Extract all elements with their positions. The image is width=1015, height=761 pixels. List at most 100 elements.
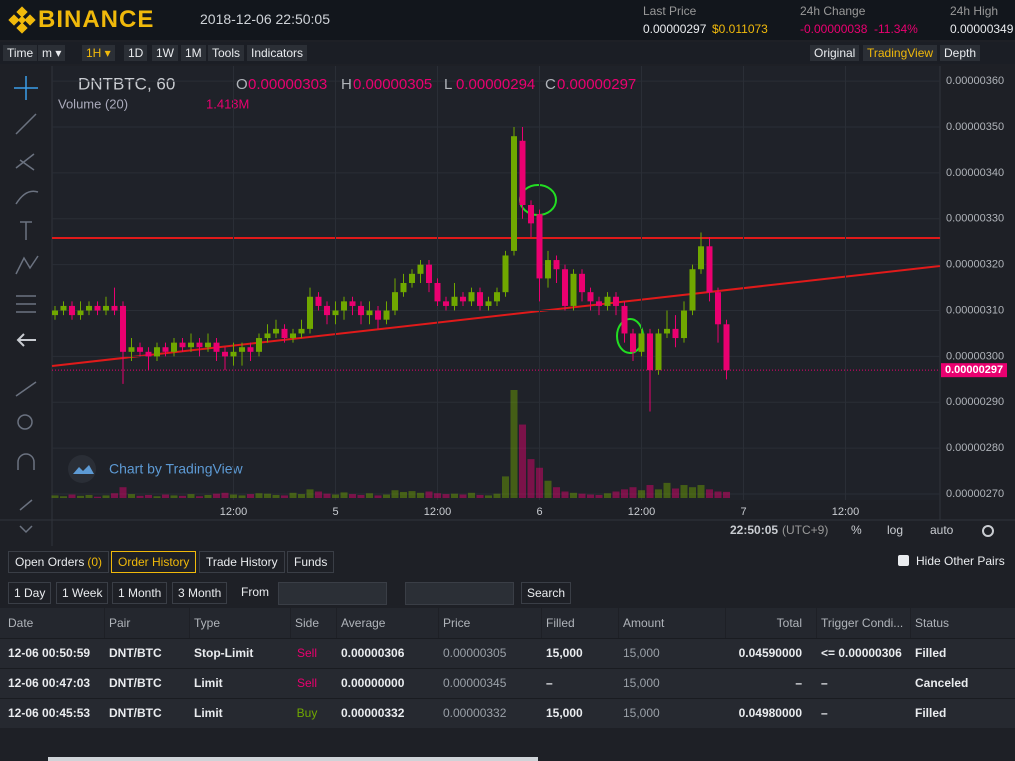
view-button[interactable]: TradingView <box>863 45 938 61</box>
period-button[interactable]: 1 Month <box>112 582 168 604</box>
toolbar: Time m ▾ 1H ▾ 1D 1W 1M Tools Indicators Original… <box>0 42 1015 64</box>
volume-bar <box>442 494 450 498</box>
candle-body <box>188 342 194 348</box>
toolbar-button[interactable]: Time <box>3 45 38 61</box>
candle-body <box>511 136 517 251</box>
tab[interactable]: Open Orders (0) <box>8 551 110 573</box>
watermark-icon <box>68 455 96 483</box>
volume-bar <box>451 493 458 498</box>
volume-bar <box>621 489 628 498</box>
tab[interactable]: Funds <box>287 551 335 573</box>
volume-bar <box>434 493 441 498</box>
column-separator <box>438 608 439 638</box>
logo-icon <box>8 6 36 34</box>
table-cell: 15,000 <box>623 646 660 660</box>
scrollbar[interactable] <box>48 757 538 761</box>
candle-body <box>213 342 220 352</box>
candle-body <box>426 264 432 283</box>
table-cell: 0.00000332 <box>341 706 405 720</box>
table-cell: – <box>821 676 828 690</box>
table-cell: DNT/BTC <box>109 676 162 690</box>
volume-bar <box>536 467 543 498</box>
plot-bg <box>52 66 940 500</box>
drawing-tools[interactable] <box>14 76 39 534</box>
table-cell: Canceled <box>915 676 969 690</box>
candle-body <box>349 301 356 306</box>
volume-bar <box>332 494 339 498</box>
legend-key: C <box>545 76 556 93</box>
column-separator <box>910 608 911 638</box>
checkbox[interactable] <box>898 555 909 566</box>
x-tick-label: 6 <box>536 506 542 518</box>
toolbar-button[interactable]: 1D <box>124 45 148 61</box>
candle-body <box>443 301 449 306</box>
volume-bar <box>94 496 101 498</box>
legend-value: 0.00000297 <box>557 76 636 93</box>
footer-option[interactable]: % <box>851 523 862 537</box>
tab[interactable]: Trade History <box>199 551 285 573</box>
last-price-label: 0.00000297 <box>945 364 1003 376</box>
candle-body <box>179 342 186 348</box>
volume-bar <box>111 493 118 498</box>
tab[interactable]: Order History <box>111 551 197 573</box>
candle-body <box>417 264 424 274</box>
tab-label: Order History <box>118 555 190 569</box>
toolbar-button[interactable]: 1M <box>181 45 206 61</box>
checkbox-label[interactable]: Hide Other Pairs <box>916 554 1005 568</box>
table-cell: 12-06 00:47:03 <box>8 676 91 690</box>
volume-bar <box>570 492 577 498</box>
toolbar-button[interactable]: Tools <box>208 45 245 61</box>
footer-option[interactable]: auto <box>930 523 954 537</box>
view-button[interactable]: Depth <box>940 45 981 61</box>
stat-value: 0.00000297 <box>643 22 707 36</box>
period-button[interactable]: 3 Month <box>172 582 228 604</box>
search-button[interactable]: Search <box>521 582 572 604</box>
volume-bar <box>646 485 654 498</box>
toolbar-button[interactable]: 1H ▾ <box>82 45 115 61</box>
candle-body <box>358 305 364 316</box>
tab-label: Funds <box>294 555 328 569</box>
settings-icon[interactable] <box>982 525 994 537</box>
period-button[interactable]: 1 Day <box>8 582 52 604</box>
volume-bar <box>238 495 246 498</box>
chart: DNTBTC, 60 Volume (20) 1.418M Chart by T… <box>0 64 1015 546</box>
volume-value: 1.418M <box>206 96 249 111</box>
toolbar-button[interactable]: 1W <box>152 45 178 61</box>
watermark[interactable]: Chart by TradingView <box>109 461 243 477</box>
candle-body <box>375 310 381 320</box>
footer-option[interactable]: log <box>887 523 903 537</box>
from-label: From <box>241 585 269 599</box>
candle-body <box>128 347 135 352</box>
date-input[interactable] <box>278 582 387 605</box>
volume-bar <box>680 485 688 498</box>
table-cell: Limit <box>194 706 223 720</box>
view-button[interactable]: Original <box>810 45 860 61</box>
candle-body <box>545 260 551 279</box>
volume-bar <box>629 487 637 498</box>
column-separator <box>541 608 542 638</box>
toolbar-button[interactable]: m ▾ <box>38 45 66 61</box>
legend-value: 0.00000303 <box>248 76 327 93</box>
footer-tz: (UTC+9) <box>782 523 828 537</box>
volume-bar <box>247 494 254 498</box>
table-cell: <= 0.00000306 <box>821 646 902 660</box>
logo[interactable]: BINANCE <box>38 6 155 33</box>
y-tick-label: 0.00000330 <box>946 213 1004 225</box>
toolbar-button[interactable]: Indicators <box>247 45 308 61</box>
legend-key: H <box>341 76 352 93</box>
table-cell: – <box>795 676 802 690</box>
y-tick-label: 0.00000300 <box>946 350 1004 362</box>
table-cell: 15,000 <box>623 676 660 690</box>
period-button[interactable]: 1 Week <box>56 582 109 604</box>
date-input[interactable] <box>405 582 514 605</box>
table-cell: Stop-Limit <box>194 646 254 660</box>
volume-bar <box>612 491 620 498</box>
volume-bar <box>714 491 722 498</box>
column-header: Type <box>194 616 221 630</box>
table-cell: Filled <box>915 646 947 660</box>
volume-bar <box>723 491 730 498</box>
volume-bar <box>340 492 348 498</box>
column-separator <box>336 608 337 638</box>
candle-body <box>290 333 296 339</box>
column-header: Filled <box>546 616 575 630</box>
